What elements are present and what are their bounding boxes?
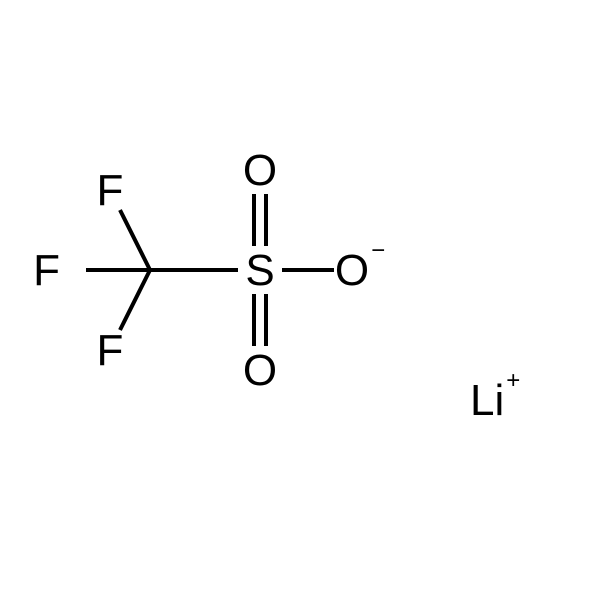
chemical-structure-diagram: FFFSOOO−Li+ xyxy=(0,0,600,600)
atom-symbol: F xyxy=(97,326,124,375)
atom-S: S xyxy=(245,246,274,295)
atom-symbol: O xyxy=(335,246,369,295)
atom-charge: − xyxy=(371,237,385,264)
atom-symbol: O xyxy=(243,346,277,395)
atom-F_down: F xyxy=(97,326,124,375)
atom-O_up: O xyxy=(243,146,277,195)
atom-symbol: O xyxy=(243,146,277,195)
atom-symbol: F xyxy=(97,166,124,215)
bonds-layer xyxy=(86,194,334,346)
atom-O_down: O xyxy=(243,346,277,395)
atom-Li: Li+ xyxy=(470,367,520,425)
atom-F_up: F xyxy=(97,166,124,215)
atom-O_right: O− xyxy=(335,237,385,295)
bond-line xyxy=(120,270,150,330)
atoms-layer: FFFSOOO−Li+ xyxy=(33,146,520,425)
bond-line xyxy=(120,210,150,270)
atom-symbol: F xyxy=(33,246,60,295)
atom-symbol: Li xyxy=(470,376,504,425)
atom-F_left: F xyxy=(33,246,60,295)
atom-symbol: S xyxy=(245,246,274,295)
atom-charge: + xyxy=(506,367,520,394)
